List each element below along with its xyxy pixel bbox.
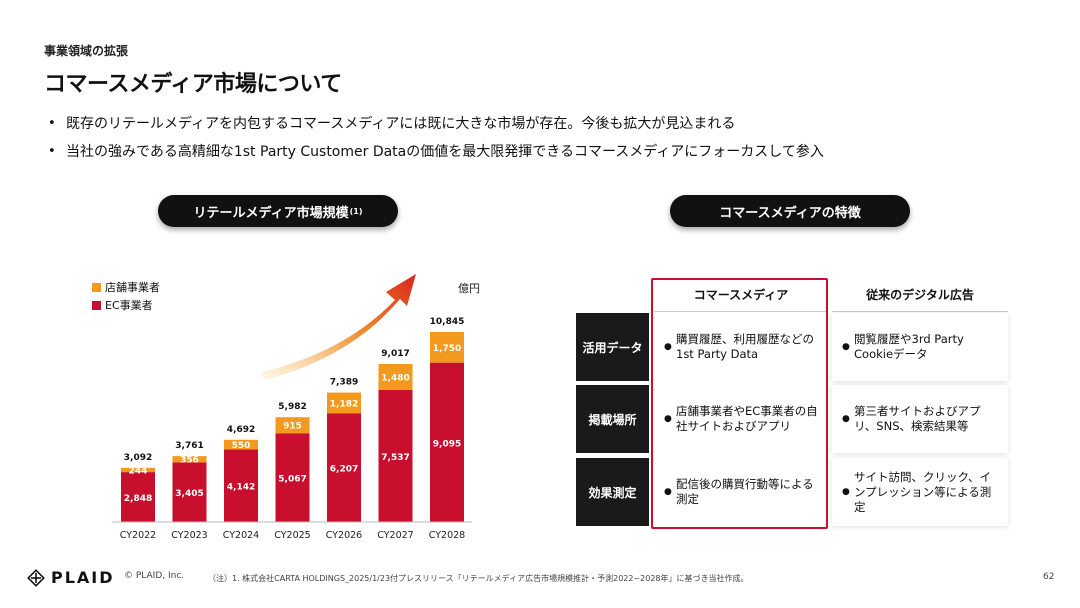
bullet-dot: ● [842, 413, 850, 424]
data-label-ec: 9,095 [433, 439, 461, 449]
data-label-store: 244 [129, 466, 148, 476]
data-label-store: 550 [232, 441, 251, 451]
data-label-store: 915 [283, 422, 302, 432]
market-size-pill-label: リテールメディア市場規模 [193, 205, 349, 221]
cell-traditional-measurement: ● サイト訪問、クリック、インプレッション等による測定 [832, 458, 1008, 526]
row-label-measurement: 効果測定 [576, 458, 649, 526]
market-size-pill: リテールメディア市場規模 (1) [158, 195, 398, 227]
copyright: © PLAID, Inc. [124, 571, 185, 581]
cell-text: 購買履歴、利用履歴などの1st Party Data [676, 332, 814, 361]
cell-text: 閲覧履歴や3rd Party Cookieデータ [854, 332, 964, 361]
bullet-dot: ● [842, 341, 850, 352]
chart-unit-label: 億円 [458, 282, 480, 295]
breadcrumb: 事業領域の拡張 [44, 44, 129, 58]
data-label-store: 1,182 [330, 399, 358, 409]
bullet-dot: ● [664, 341, 672, 352]
bar-ec [121, 472, 155, 522]
cell-commerce-placement: ● 店舗事業者やEC事業者の自社サイトおよびアプリ [654, 385, 828, 453]
data-label-total: 5,982 [278, 402, 306, 412]
data-label-store: 1,750 [433, 344, 461, 354]
bar-ec [172, 462, 207, 522]
bar-ec [327, 413, 361, 522]
column-header-traditional: 従来のデジタル広告 [832, 278, 1008, 312]
x-tick-label: CY2022 [120, 530, 156, 541]
bar-store [224, 439, 258, 450]
logo-wordmark: PLAID [51, 568, 115, 587]
bar-store [430, 332, 464, 363]
data-label-ec: 2,848 [124, 494, 152, 504]
bar-store [121, 467, 155, 473]
x-tick-label: CY2026 [326, 530, 362, 541]
x-tick-label: CY2023 [171, 530, 207, 541]
bullet-item: 既存のリテールメディアを内包するコマースメディアには既に大きな市場が存在。今後も… [48, 110, 824, 138]
data-label-ec: 3,405 [175, 489, 203, 499]
bullet-dot: ● [664, 413, 672, 424]
bar-ec [275, 433, 310, 522]
features-table: コマースメディア 従来のデジタル広告 活用データ ● 購買履歴、利用履歴などの1s… [576, 278, 1008, 530]
legend-label-ec: EC事業者 [105, 299, 153, 312]
page-title: コマースメディア市場について [44, 72, 342, 97]
cell-text: サイト訪問、クリック、インプレッション等による測定 [854, 469, 992, 514]
bar-ec [430, 362, 464, 522]
bar-store [275, 417, 310, 434]
cell-text: 第三者サイトおよびアプリ、SNS、検索結果等 [854, 404, 981, 433]
data-label-ec: 7,537 [381, 453, 409, 463]
plaid-logo-icon [27, 568, 45, 587]
features-pill-label: コマースメディアの特徴 [719, 205, 861, 221]
data-label-store: 356 [180, 456, 199, 466]
legend-swatch-ec [92, 300, 101, 310]
bar-store [327, 392, 361, 414]
column-header-commerce: コマースメディア [654, 278, 828, 312]
data-label-ec: 5,067 [278, 475, 306, 485]
cell-traditional-placement: ● 第三者サイトおよびアプリ、SNS、検索結果等 [832, 385, 1008, 453]
bar-ec [224, 449, 258, 522]
bar-store [172, 456, 207, 463]
data-label-total: 10,845 [430, 317, 465, 327]
data-label-store: 1,480 [381, 373, 409, 383]
cell-traditional-data: ● 閲覧履歴や3rd Party Cookieデータ [832, 313, 1008, 381]
bullet-item: 当社の強みである高精細な1st Party Customer Dataの価値を最… [48, 138, 824, 166]
plaid-logo: PLAID [27, 568, 115, 587]
data-label-ec: 4,142 [227, 483, 255, 493]
source-footnote: （注）1. 株式会社CARTA HOLDINGS_2025/1/23付プレスリリ… [208, 574, 749, 583]
data-label-total: 4,692 [227, 425, 255, 435]
cell-text: 配信後の購買行動等による測定 [676, 477, 814, 506]
data-label-total: 3,761 [175, 441, 203, 451]
chart-legend: 店舗事業者 EC事業者 [92, 278, 160, 314]
bullet-dot: ● [842, 486, 850, 497]
cell-text: 店舗事業者やEC事業者の自社サイトおよびアプリ [676, 404, 818, 433]
cell-commerce-measurement: ● 配信後の購買行動等による測定 [654, 458, 828, 526]
footnote-marker: (1) [349, 206, 363, 216]
data-label-total: 9,017 [381, 349, 409, 359]
x-tick-label: CY2028 [429, 530, 465, 541]
x-tick-label: CY2025 [274, 530, 310, 541]
row-label-data: 活用データ [576, 313, 649, 381]
legend-item-ec: EC事業者 [92, 296, 160, 314]
row-label-placement: 掲載場所 [576, 385, 649, 453]
data-label-ec: 6,207 [330, 465, 358, 475]
x-tick-label: CY2027 [377, 530, 413, 541]
page-number: 62 [1043, 572, 1055, 582]
features-pill: コマースメディアの特徴 [670, 195, 910, 227]
legend-item-store: 店舗事業者 [92, 278, 160, 296]
bar-ec [378, 389, 413, 522]
x-tick-label: CY2024 [223, 530, 259, 541]
legend-swatch-store [92, 282, 101, 292]
cell-commerce-data: ● 購買履歴、利用履歴などの1st Party Data [654, 313, 828, 381]
legend-label-store: 店舗事業者 [105, 281, 160, 294]
bullet-dot: ● [664, 486, 672, 497]
bar-store [378, 364, 413, 390]
growth-arrow [262, 274, 416, 380]
bullet-list: 既存のリテールメディアを内包するコマースメディアには既に大きな市場が存在。今後も… [48, 110, 824, 166]
data-label-total: 7,389 [330, 378, 358, 388]
data-label-total: 3,092 [124, 453, 152, 463]
